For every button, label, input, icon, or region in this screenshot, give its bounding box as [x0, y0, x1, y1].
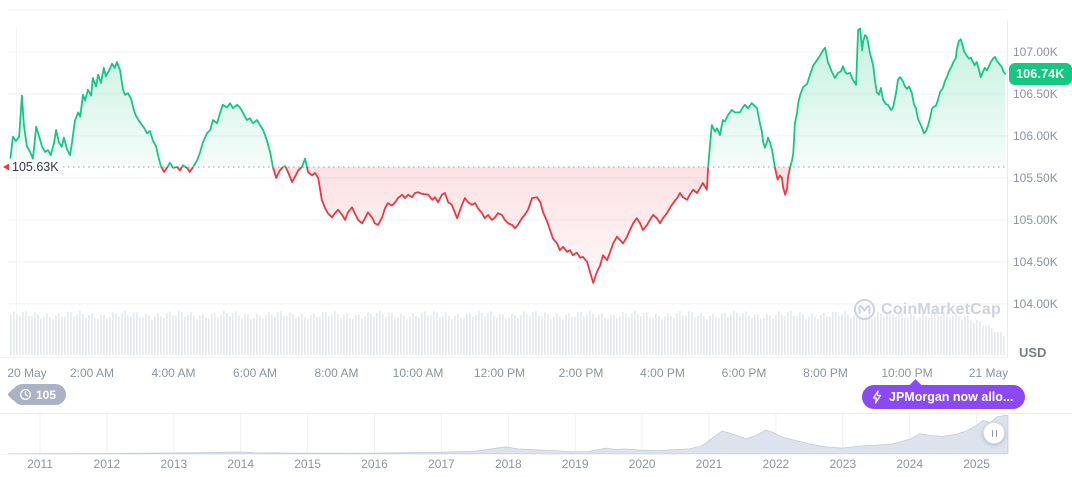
x-axis-tick-label: 2:00 PM [558, 366, 604, 380]
year-label: 2021 [695, 457, 723, 471]
price-line-up [9, 27, 1007, 167]
x-axis-tick-label: 8:00 PM [803, 366, 848, 380]
x-axis-tick-label: 21 May [968, 366, 1009, 380]
x-axis-tick-label: 10:00 AM [392, 366, 444, 380]
watermark-text: CoinMarketCap [881, 300, 1001, 318]
year-label: 2012 [93, 457, 121, 471]
price-area-above-baseline [10, 28, 1006, 167]
volume-bars [10, 310, 1005, 355]
y-axis-tick-label: 107.00K [1013, 44, 1058, 59]
year-label: 2020 [628, 457, 656, 471]
minimap-handle[interactable] [983, 422, 1006, 444]
x-axis-tick-label: 12:00 PM [473, 366, 526, 380]
history-count-badge[interactable]: 105 [12, 384, 67, 405]
currency-unit-label: USD [1019, 345, 1047, 360]
year-label: 2017 [428, 457, 455, 471]
minimap-sparkline [7, 415, 1009, 455]
x-axis-tick-label: 8:00 AM [314, 366, 359, 380]
year-label: 2011 [27, 457, 53, 471]
year-label: 2016 [361, 457, 388, 471]
year-label: 2013 [160, 457, 188, 471]
history-count-label: 105 [36, 387, 57, 402]
year-label: 2025 [963, 457, 990, 471]
x-axis-tick-label: 20 May [7, 366, 47, 380]
y-axis-tick-label: 106.50K [1013, 86, 1058, 101]
coinmarketcap-watermark: CoinMarketCap [853, 298, 1001, 321]
x-axis-tick-label: 6:00 PM [721, 366, 767, 380]
price-line-down [160, 167, 792, 284]
y-axis-tick-label: 104.00K [1013, 296, 1058, 311]
timeline-minimap[interactable] [0, 413, 1072, 455]
lightning-icon [872, 390, 882, 404]
current-price-badge: 106.74K [1009, 63, 1072, 85]
coinmarketcap-logo-icon [853, 298, 876, 321]
x-axis-tick-label: 4:00 PM [640, 366, 685, 380]
x-axis-tick-label: 10:00 PM [881, 366, 933, 380]
x-axis-tick-label: 2:00 AM [69, 366, 115, 380]
year-label: 2015 [294, 457, 321, 471]
baseline-arrow-marker [3, 163, 9, 171]
y-axis-tick-label: 105.50K [1013, 170, 1058, 185]
year-label: 2019 [561, 457, 589, 471]
year-label: 2018 [494, 457, 522, 471]
price-area-below-baseline [10, 167, 1006, 283]
news-badge[interactable]: JPMorgan now allo... [862, 385, 1026, 409]
y-axis-tick-label: 105.00K [1013, 212, 1058, 227]
year-label: 2022 [762, 457, 790, 471]
y-axis-tick-label: 106.00K [1013, 128, 1058, 143]
year-label: 2024 [896, 457, 924, 471]
year-label: 2023 [829, 457, 857, 471]
x-axis-tick-label: 6:00 AM [232, 366, 278, 380]
baseline-price-label: 105.63K [11, 160, 62, 174]
x-axis-tick-label: 4:00 AM [151, 366, 196, 380]
year-label: 2014 [227, 457, 255, 471]
news-badge-label: JPMorgan now allo... [889, 390, 1014, 404]
y-axis-tick-label: 104.50K [1013, 254, 1058, 269]
clock-icon [19, 388, 32, 401]
